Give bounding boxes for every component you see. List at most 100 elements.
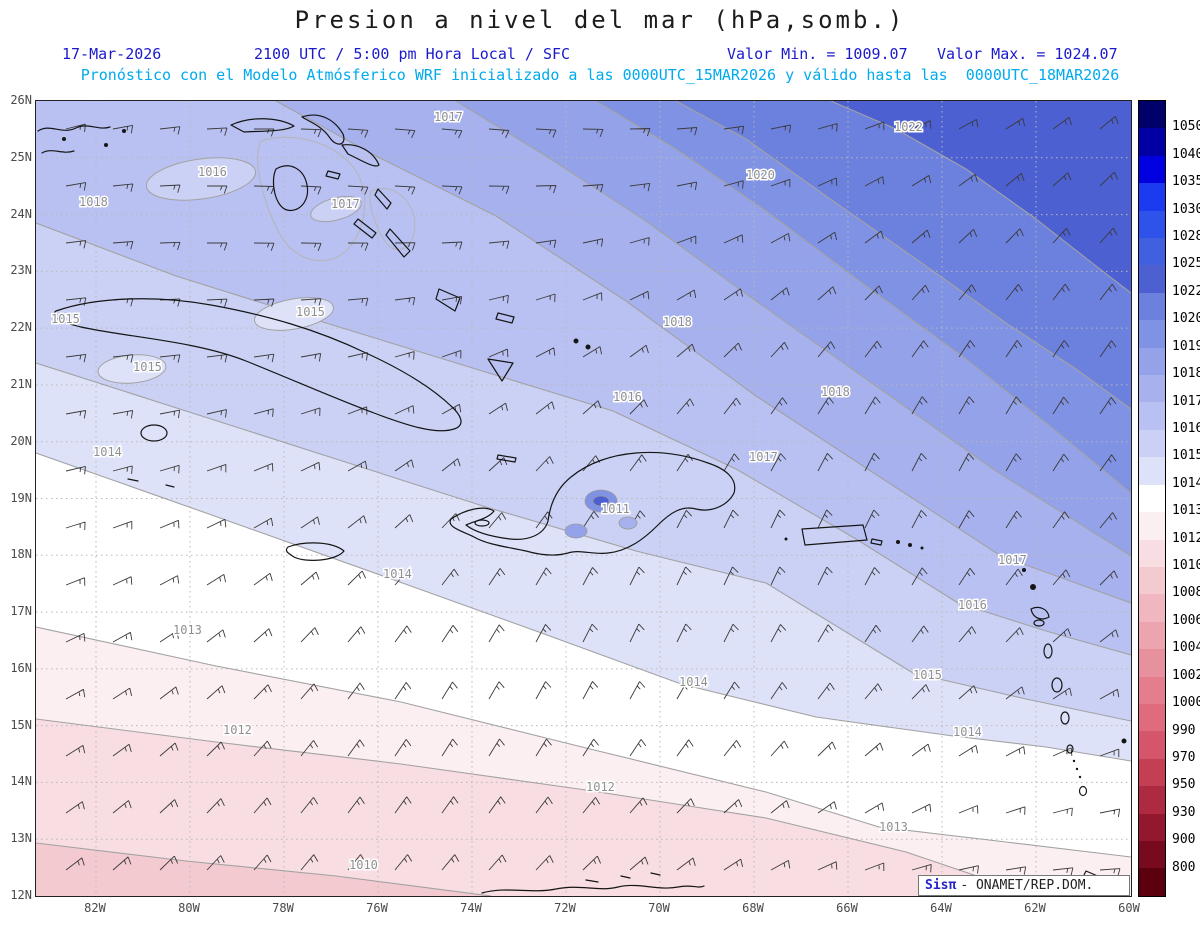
colorbar-tick-label: 1014: [1172, 475, 1200, 491]
colorbar-tick-label: 1013: [1172, 503, 1200, 519]
coastline-tortue: [496, 454, 517, 463]
colorbar-segment: [1139, 868, 1165, 896]
lon-tick-label: 72W: [554, 901, 576, 915]
coastline-bimini: [41, 150, 75, 154]
coastline-grand-bahama: [230, 118, 295, 133]
colorbar-segment: [1139, 566, 1165, 595]
colorbar-segment: [1139, 402, 1165, 430]
coastline-isla-juventud: [140, 424, 168, 442]
lat-tick-label: 16N: [10, 660, 32, 675]
colorbar-segment: [1139, 758, 1165, 787]
coastline-vieques: [870, 538, 883, 546]
colorbar-segment: [1139, 238, 1165, 266]
colorbar-segment: [1139, 320, 1165, 348]
lon-tick-label: 62W: [1024, 901, 1046, 915]
coastline-st-vincent: [1066, 744, 1074, 754]
coastline-new-providence: [325, 170, 341, 180]
map-plot-area: 1016 1017 1017 1018 1015 1015 1015 1016 1014 1014…: [35, 100, 1132, 897]
coastline-guadeloupe: [1030, 606, 1050, 620]
colorbar-tick-label: 1010: [1172, 558, 1200, 574]
colorbar-segment: [1139, 457, 1165, 485]
max-value-label: Valor Max. = 1024.07: [937, 45, 1118, 63]
colorbar-tick-label: 1002: [1172, 667, 1200, 683]
bahama-bank-outlines: [257, 136, 416, 262]
coastline-st-lucia: [1060, 711, 1070, 725]
colorbar-segment: [1139, 649, 1165, 677]
isobar-label: 1022: [894, 120, 923, 134]
isobar-label: 1013: [879, 820, 908, 834]
colorbar-tick-label: 970: [1172, 749, 1196, 765]
colorbar-segment: [1139, 703, 1165, 732]
coastline-grenada: [1078, 785, 1088, 797]
isobar-label: 1016: [958, 598, 987, 612]
watermark-brand: Sisπ: [925, 878, 957, 893]
colorbar-segment: [1139, 265, 1165, 293]
watermark: Sisπ - ONAMET/REP.DOM.: [918, 875, 1130, 896]
lat-tick-label: 26N: [10, 93, 32, 107]
lon-tick-label: 60W: [1118, 901, 1140, 915]
coastline-virgin-islands: [896, 540, 900, 544]
coastline-st-martin: [1009, 560, 1013, 564]
coastline-barbados: [1121, 738, 1127, 744]
coastline-andros: [272, 165, 309, 212]
isobar-label: 1017: [998, 553, 1027, 567]
valid-date: 17-Mar-2026: [62, 45, 162, 63]
lon-tick-label: 76W: [366, 901, 388, 915]
hispaniola-pressure-anomaly: [564, 489, 638, 539]
colorbar-segment: [1139, 621, 1165, 650]
coastline-turks: [573, 338, 579, 344]
colorbar-tick-label: 1040: [1172, 146, 1200, 162]
isobar-label: 1010: [349, 858, 378, 872]
isobar-label: 1014: [383, 567, 412, 581]
colorbar-tick-label: 1012: [1172, 530, 1200, 546]
colorbar-tick-label: 1006: [1172, 612, 1200, 628]
colorbar-tick-label: 1015: [1172, 448, 1200, 464]
isobar-label: 1014: [679, 675, 708, 689]
colorbar-tick-label: 1035: [1172, 174, 1200, 190]
isobar-labels: 1016 1017 1017 1018 1015 1015 1015 1016 1014 1014…: [50, 109, 1029, 874]
colorbar-segment: [1139, 128, 1165, 156]
colorbar-tick-label: 1019: [1172, 338, 1200, 354]
watermark-text: - ONAMET/REP.DOM.: [960, 878, 1094, 893]
coastline-mayaguana: [495, 312, 515, 324]
colorbar-segment: [1139, 539, 1165, 567]
isobar-label: 1015: [133, 360, 162, 374]
coastline-florida-keys: [37, 125, 111, 132]
colorbar-tick-label: 1004: [1172, 640, 1200, 656]
isobar-label: 1016: [198, 165, 227, 179]
lon-tick-label: 82W: [84, 901, 106, 915]
coastline-dominica: [1043, 643, 1053, 659]
colorbar-segment: [1139, 731, 1165, 759]
lon-tick-label: 80W: [178, 901, 200, 915]
colorbar-segment: [1139, 676, 1165, 704]
colorbar-segment: [1139, 813, 1165, 841]
lat-tick-label: 25N: [10, 149, 32, 164]
isobar-label: 1018: [821, 385, 850, 399]
colorbar-segment: [1139, 840, 1165, 869]
colorbar-segment: [1139, 101, 1165, 129]
lat-tick-label: 17N: [10, 604, 32, 619]
isobar-label: 1020: [746, 168, 775, 182]
colorbar-segment: [1139, 347, 1165, 376]
isobar-label: 1018: [79, 195, 108, 209]
colorbar-segment: [1139, 429, 1165, 458]
coastline-abc-islands: [585, 872, 661, 883]
isobar-label: 1012: [586, 780, 615, 794]
isobar-label: 1015: [913, 668, 942, 682]
colorbar-segment: [1139, 155, 1165, 184]
isobar-label: 1014: [953, 725, 982, 739]
colorbar-segment: [1139, 183, 1165, 211]
colorbar-segment: [1139, 594, 1165, 622]
isobar-label: 1017: [434, 110, 463, 124]
valid-time: 2100 UTC / 5:00 pm Hora Local / SFC: [254, 45, 571, 63]
forecast-model-line: Pronóstico con el Modelo Atmósferico WRF…: [80, 66, 1120, 84]
pressure-map-svg: 1016 1017 1017 1018 1015 1015 1015 1016 1014 1014…: [35, 100, 1132, 897]
isobar-lines: [36, 101, 1131, 896]
colorbar-segment: [1139, 786, 1165, 814]
coastlines: [37, 114, 1127, 894]
colorbar-tick-label: 1028: [1172, 229, 1200, 245]
pressure-pocket-contours: [97, 157, 362, 384]
coastline-cat-island: [374, 188, 392, 210]
coastline-abaco: [301, 114, 345, 145]
colorbar-tick-label: 950: [1172, 777, 1196, 793]
